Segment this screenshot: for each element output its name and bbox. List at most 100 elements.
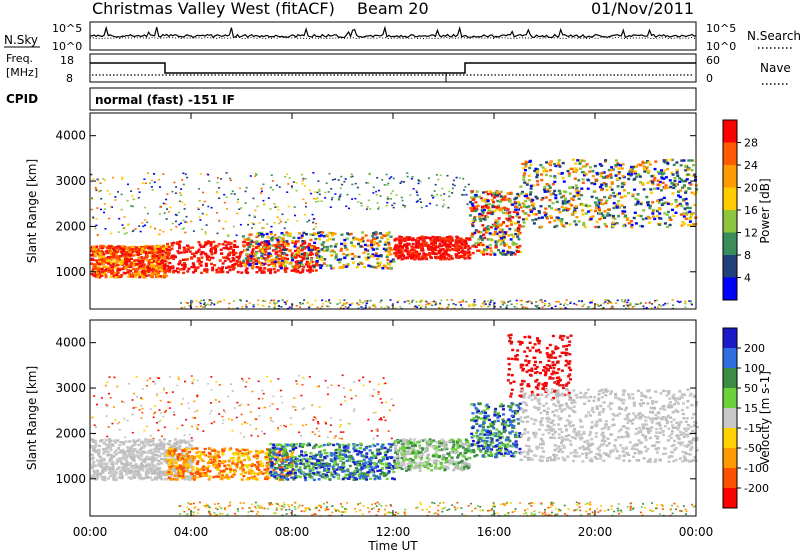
echo-cell [540,198,544,201]
cpid-panel: CPID normal (fast) -151 IF [6,87,697,111]
echo-cell [269,237,273,240]
echo-cell [622,189,626,192]
echo-cell [122,227,125,229]
echo-cell [361,240,365,243]
echo-cell [415,246,419,249]
echo-cell [200,305,203,307]
echo-cell [255,251,259,254]
echo-cell [162,230,165,233]
echo-cell [93,472,97,475]
echo-cell [325,249,329,252]
echo-cell [369,173,371,176]
echo-cell [232,248,235,252]
echo-cell [646,181,650,184]
echo-cell [616,177,619,180]
echo-cell [600,171,604,175]
echo-cell [233,240,237,243]
echo-cell [605,225,608,228]
echo-cell [532,184,536,187]
echo-cell [416,244,420,247]
echo-cell [577,179,581,182]
echo-cell [557,218,561,221]
echo-cell [206,469,210,473]
echo-cell [331,266,335,270]
echo-cell [309,249,313,252]
echo-cell [133,272,137,275]
echo-cell [415,241,419,244]
echo-cell [610,307,613,309]
echo-cell [627,306,630,309]
echo-cell [479,231,483,234]
echo-cell [639,163,643,167]
echo-cell [205,268,209,271]
echo-cell [243,458,247,462]
echo-cell [635,303,637,305]
echo-cell [305,205,307,208]
echo-cell [622,224,626,228]
echo-cell [142,450,146,454]
echo-cell [582,221,586,225]
echo-cell [160,473,164,476]
echo-cell [146,212,149,215]
echo-cell [135,270,139,273]
echo-cell [169,206,172,209]
echo-cell [684,197,688,201]
echo-cell [524,301,527,303]
echo-cell [258,249,262,252]
echo-cell [137,196,140,199]
freq-trace [90,62,696,74]
echo-cell [538,211,541,214]
echo-cell [109,458,113,461]
echo-cell [236,201,239,203]
echo-cell [322,249,326,253]
echo-cell [377,244,381,247]
echo-cell [388,261,392,265]
echo-cell [612,206,616,210]
echo-cell [534,305,537,307]
echo-cell [141,468,145,471]
echo-cell [219,470,223,473]
echo-cell [509,238,513,241]
echo-cell [546,188,550,191]
echo-cell [109,261,113,265]
echo-cell [612,202,616,205]
echo-cell [158,275,162,278]
echo-cell [402,204,405,207]
echo-cell [252,223,255,225]
echo-cell [325,182,328,185]
echo-cell [626,305,629,307]
echo-cell [160,452,164,456]
echo-cell [544,196,548,199]
echo-cell [158,467,162,470]
echo-cell [201,212,204,215]
echo-cell [185,215,188,218]
echo-cell [202,191,204,194]
echo-cell [154,457,158,460]
echo-cell [518,224,522,227]
echo-cell [457,251,461,255]
echo-cell [371,233,375,236]
echo-cell [111,463,115,466]
echo-cell [648,206,652,210]
echo-cell [555,224,559,228]
echo-cell [238,450,242,453]
echo-cell [486,192,490,196]
echo-cell [648,302,651,304]
echo-cell [652,208,656,212]
echo-cell [175,443,179,446]
echo-cell [543,211,547,214]
echo-cell [162,260,166,263]
echo-cell [127,258,131,262]
echo-cell [147,172,149,174]
echo-cell [387,231,391,234]
echo-cell [621,163,625,166]
echo-cell [395,244,399,248]
echo-cell [104,466,108,469]
echo-cell [112,176,114,179]
echo-cell [436,245,440,249]
freq-right-tick-top: 60 [706,54,720,67]
echo-cell [358,304,361,306]
echo-cell [336,303,339,305]
echo-cell [650,175,654,178]
echo-cell [291,265,295,268]
